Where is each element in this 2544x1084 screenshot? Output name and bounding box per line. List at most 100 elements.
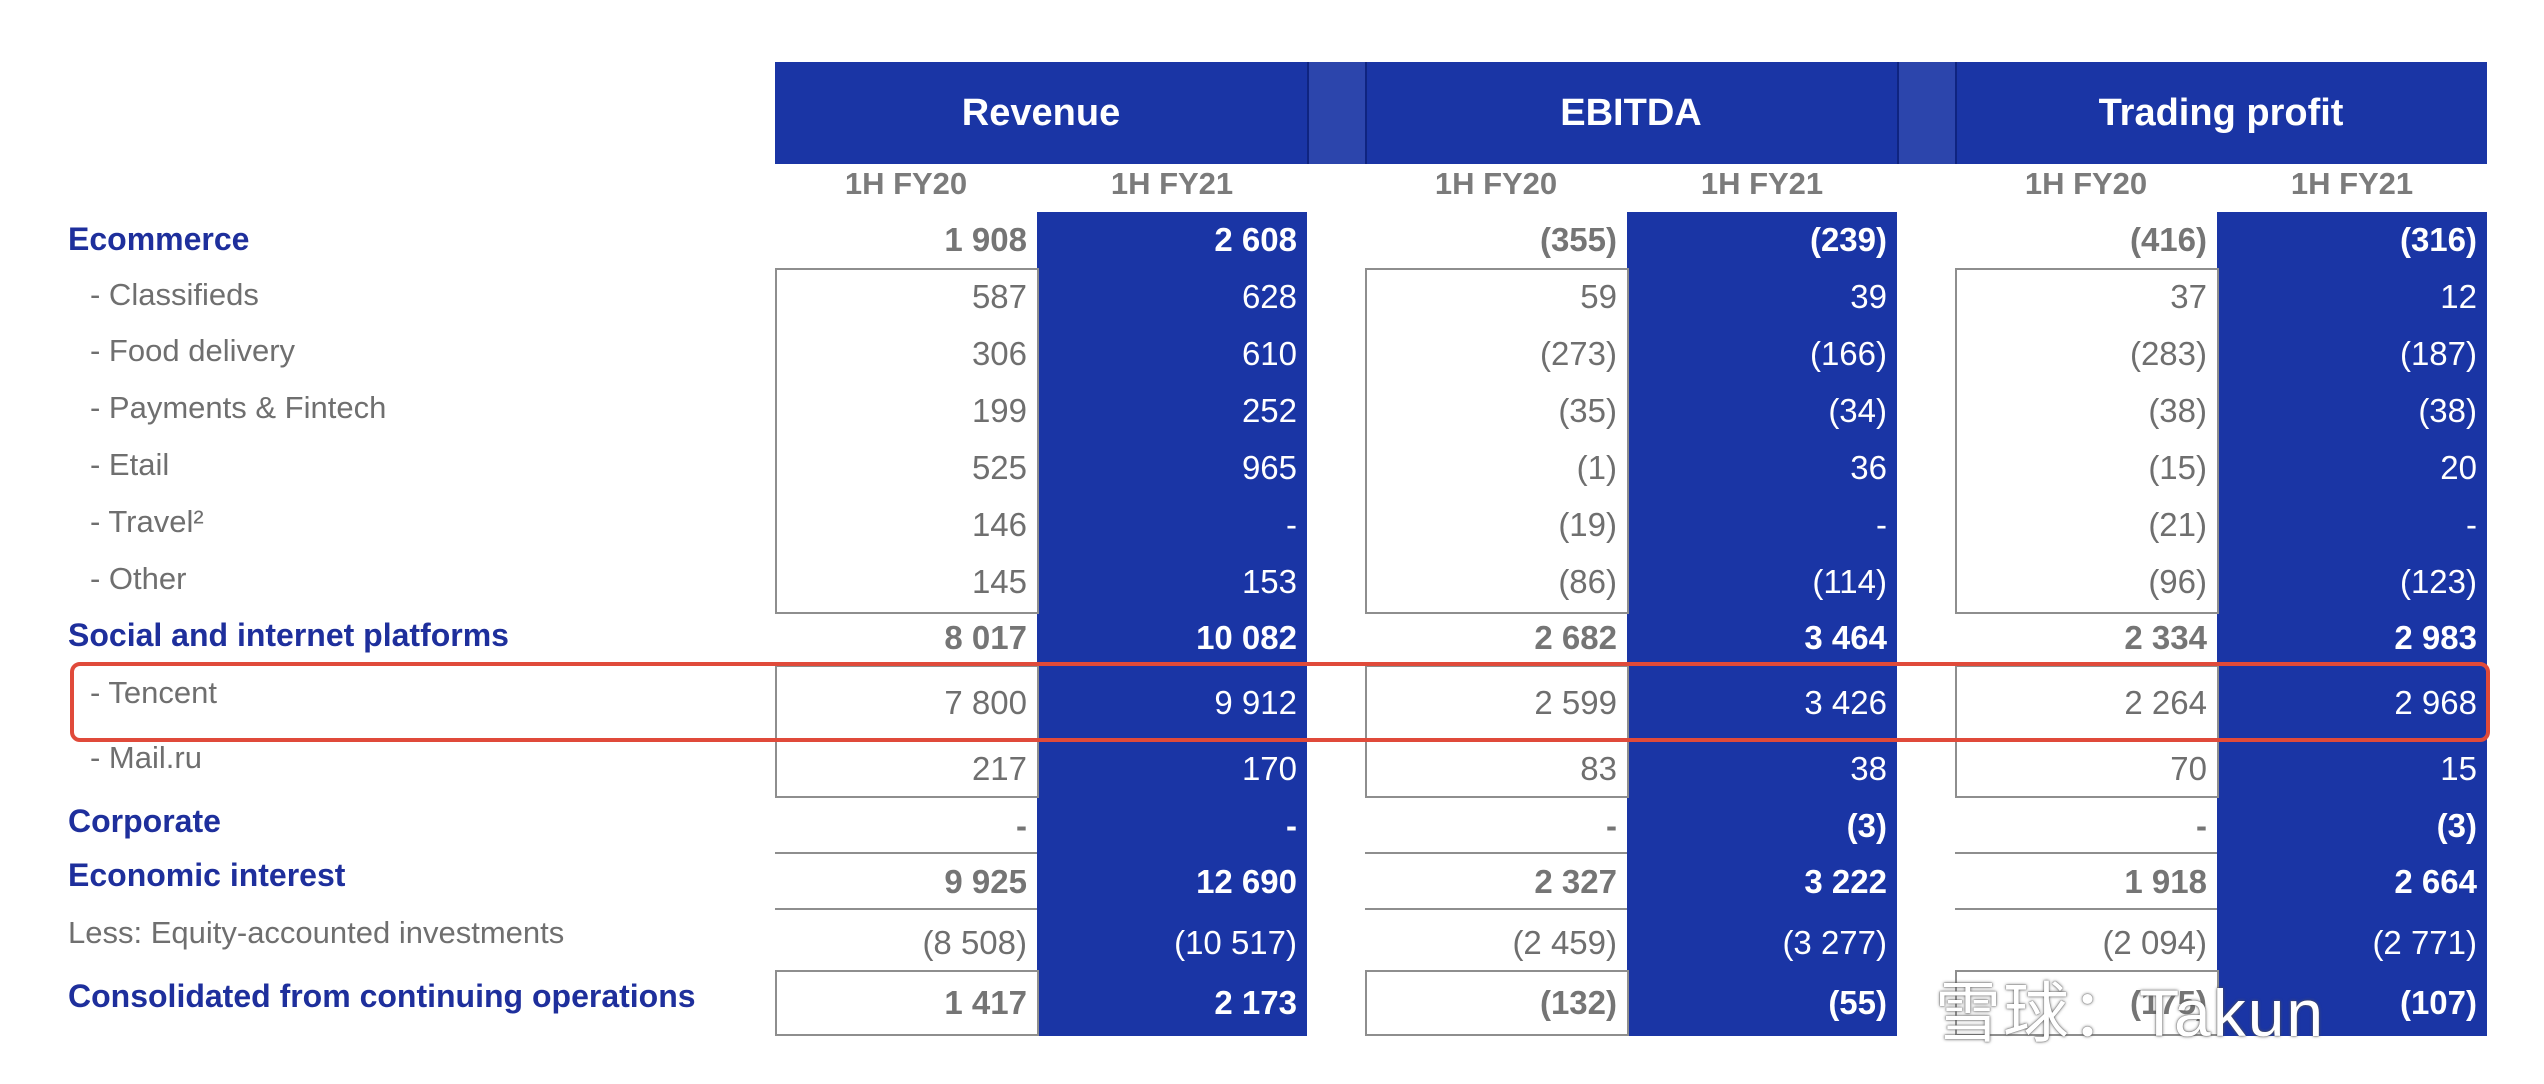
table-cell: 2 983 bbox=[2394, 619, 2477, 656]
table-cell: 2 968 bbox=[2394, 684, 2477, 721]
table-cell: 7 800 bbox=[944, 684, 1027, 721]
column-group-header: Trading profit bbox=[1955, 62, 2487, 164]
period-header: 1H FY20 bbox=[2024, 166, 2148, 201]
table-cell: 37 bbox=[2170, 278, 2207, 315]
table-cell: (2 771) bbox=[2372, 924, 2477, 961]
table-cell: 2 608 bbox=[1214, 221, 1297, 258]
table-cell: (35) bbox=[1558, 392, 1617, 429]
header-divider bbox=[1955, 62, 1957, 164]
table-cell: (96) bbox=[2148, 563, 2207, 600]
table-cell: (2 094) bbox=[2102, 924, 2207, 961]
table-cell: 20 bbox=[2440, 449, 2477, 486]
table-cell: (273) bbox=[1539, 335, 1617, 372]
subtotal-box bbox=[775, 665, 1039, 798]
period-header: 1H FY20 bbox=[844, 166, 968, 201]
period-header: 1H FY21 bbox=[1700, 166, 1824, 201]
table-cell: 38 bbox=[1850, 750, 1887, 787]
table-cell: 587 bbox=[971, 278, 1027, 315]
table-cell: 199 bbox=[971, 392, 1027, 429]
rule-line bbox=[1365, 908, 1627, 910]
tencent-highlight bbox=[70, 662, 2490, 742]
table-cell: (3) bbox=[2436, 807, 2477, 844]
table-cell: 1 918 bbox=[2124, 863, 2207, 900]
subtotal-box bbox=[1955, 970, 2219, 1036]
table-cell: 83 bbox=[1580, 750, 1617, 787]
table-cell: (21) bbox=[2148, 506, 2207, 543]
table-cell: (86) bbox=[1558, 563, 1617, 600]
table-cell: (114) bbox=[1812, 563, 1887, 600]
table-cell: (19) bbox=[1558, 506, 1617, 543]
table-cell: (355) bbox=[1539, 221, 1617, 258]
rule-line bbox=[1365, 852, 1627, 854]
rule-line bbox=[1955, 852, 2217, 854]
watermark: 雪球：Takun bbox=[1935, 976, 2326, 1050]
header-gap bbox=[1307, 62, 1365, 164]
table-cell: 252 bbox=[1241, 392, 1297, 429]
table-cell: 2 327 bbox=[1534, 863, 1617, 900]
table-cell: 525 bbox=[971, 449, 1027, 486]
fy21-column-fill bbox=[1627, 212, 1897, 1036]
row-label: - Classifieds bbox=[90, 277, 259, 312]
table-cell: (316) bbox=[2399, 221, 2477, 258]
column-group-header: Revenue bbox=[775, 62, 1307, 164]
table-cell: (55) bbox=[1828, 984, 1887, 1021]
table-cell: 15 bbox=[2440, 750, 2477, 787]
table-cell: (15) bbox=[2148, 449, 2207, 486]
table-cell: 170 bbox=[1241, 750, 1297, 787]
table-cell: - bbox=[1606, 807, 1617, 844]
table-cell: - bbox=[1286, 807, 1297, 844]
table-cell: (1) bbox=[1576, 449, 1617, 486]
row-label: Corporate bbox=[68, 803, 221, 839]
table-cell: 153 bbox=[1241, 563, 1297, 600]
row-label: - Other bbox=[90, 561, 187, 596]
table-cell: 39 bbox=[1850, 278, 1887, 315]
subtotal-box bbox=[1365, 665, 1629, 798]
table-cell: 1 908 bbox=[944, 221, 1027, 258]
table-cell: (8 508) bbox=[922, 924, 1027, 961]
table-cell: (166) bbox=[1809, 335, 1887, 372]
table-cell: (239) bbox=[1809, 221, 1887, 258]
table-cell: 8 017 bbox=[944, 619, 1027, 656]
subtotal-box bbox=[775, 268, 1039, 614]
table-cell: 2 334 bbox=[2124, 619, 2207, 656]
table-cell: (38) bbox=[2418, 392, 2477, 429]
table-cell: 2 664 bbox=[2394, 863, 2477, 900]
table-cell: 610 bbox=[1241, 335, 1297, 372]
subtotal-box bbox=[1365, 268, 1629, 614]
table-cell: (10 517) bbox=[1174, 924, 1297, 961]
table-cell: 9 912 bbox=[1214, 684, 1297, 721]
table-cell: - bbox=[1286, 506, 1297, 543]
table-cell: 145 bbox=[971, 563, 1027, 600]
row-label: - Etail bbox=[90, 447, 170, 482]
row-label: - Tencent bbox=[90, 675, 217, 710]
row-label: - Mail.ru bbox=[90, 740, 202, 775]
row-label: - Food delivery bbox=[90, 333, 296, 368]
table-cell: - bbox=[1876, 506, 1887, 543]
subtotal-box bbox=[1955, 268, 2219, 614]
table-cell: (416) bbox=[2129, 221, 2207, 258]
table-cell: 36 bbox=[1850, 449, 1887, 486]
row-label: - Travel² bbox=[90, 504, 204, 539]
header-gap bbox=[1897, 62, 1955, 164]
table-cell: - bbox=[1016, 807, 1027, 844]
table-cell: 59 bbox=[1580, 278, 1617, 315]
table-cell: (3 277) bbox=[1782, 924, 1887, 961]
table-cell: (175) bbox=[2129, 984, 2207, 1021]
table-cell: (38) bbox=[2148, 392, 2207, 429]
row-label: - Payments & Fintech bbox=[90, 390, 387, 425]
table-cell: (2 459) bbox=[1512, 924, 1617, 961]
period-header: 1H FY21 bbox=[2290, 166, 2414, 201]
header-divider bbox=[1897, 62, 1899, 164]
header-divider bbox=[1307, 62, 1309, 164]
rule-line bbox=[775, 908, 1037, 910]
fy21-column-fill bbox=[1037, 212, 1307, 1036]
row-label: Economic interest bbox=[68, 857, 346, 893]
table-cell: (132) bbox=[1539, 984, 1617, 1021]
table-cell: 12 690 bbox=[1196, 863, 1297, 900]
table-cell: 306 bbox=[971, 335, 1027, 372]
table-cell: 146 bbox=[971, 506, 1027, 543]
table-cell: (123) bbox=[2399, 563, 2477, 600]
table-cell: 3 426 bbox=[1804, 684, 1887, 721]
fy21-column-fill bbox=[2217, 212, 2487, 1036]
table-cell: 3 464 bbox=[1804, 619, 1887, 656]
